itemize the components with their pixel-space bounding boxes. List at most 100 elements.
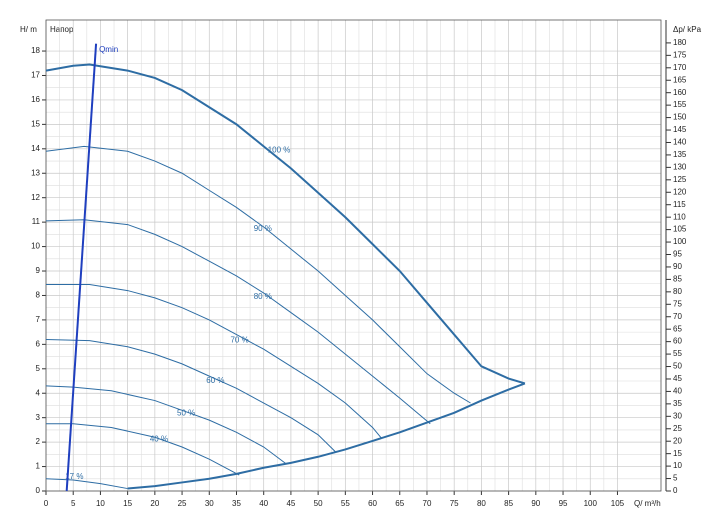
x-tick-label: 65 xyxy=(395,499,404,508)
y2-tick-label: 150 xyxy=(673,113,687,122)
y2-tick-label: 10 xyxy=(673,461,682,470)
y2-tick-label: 125 xyxy=(673,175,687,184)
x-tick-label: 35 xyxy=(232,499,241,508)
y2-tick-label: 165 xyxy=(673,75,687,84)
curve xyxy=(46,283,382,439)
y2-tick-label: 105 xyxy=(673,225,687,234)
curve xyxy=(45,338,336,453)
y-tick-label: 5 xyxy=(36,364,41,373)
x-tick-label: 105 xyxy=(611,499,625,508)
x-tick-label: 60 xyxy=(368,499,377,508)
x-tick-label: 0 xyxy=(44,499,49,508)
x-axis-label: Q/ m³/h xyxy=(634,499,661,508)
y-tick-label: 17 xyxy=(31,71,40,80)
x-tick-label: 75 xyxy=(450,499,459,508)
x-tick-label: 85 xyxy=(504,499,513,508)
y2-tick-label: 85 xyxy=(673,275,682,284)
y2-tick-label: 170 xyxy=(673,63,687,72)
y2-tick-label: 40 xyxy=(673,387,682,396)
curve xyxy=(65,43,98,492)
curve xyxy=(45,385,287,465)
curve-label: 40 % xyxy=(150,434,168,443)
x-tick-label: 50 xyxy=(314,499,323,508)
y-tick-label: 0 xyxy=(36,486,41,495)
x-tick-label: 45 xyxy=(286,499,295,508)
y2-tick-label: 175 xyxy=(673,50,687,59)
y-tick-label: 3 xyxy=(36,413,41,422)
y2-tick-label: 90 xyxy=(673,262,682,271)
curve xyxy=(46,423,240,476)
y2-tick-label: 30 xyxy=(673,411,682,420)
y2-tick-label: 160 xyxy=(673,88,687,97)
y2-tick-label: 45 xyxy=(673,374,682,383)
y2-tick-label: 95 xyxy=(673,250,682,259)
y2-tick-label: 75 xyxy=(673,299,682,308)
y-tick-label: 12 xyxy=(31,193,40,202)
y-tick-label: 10 xyxy=(31,242,40,251)
y2-tick-label: 70 xyxy=(673,312,682,321)
curve-label: Qmin xyxy=(99,45,118,54)
y-tick-label: 7 xyxy=(36,315,41,324)
y2-tick-label: 50 xyxy=(673,362,682,371)
y2-tick-label: 110 xyxy=(673,212,686,221)
plot-label: Напор xyxy=(50,25,74,34)
x-tick-label: 40 xyxy=(259,499,268,508)
y2-tick-label: 0 xyxy=(673,486,678,495)
y-tick-label: 13 xyxy=(31,168,40,177)
y-tick-label: 1 xyxy=(36,462,41,471)
x-tick-label: 70 xyxy=(423,499,432,508)
x-tick-label: 55 xyxy=(341,499,350,508)
x-tick-label: 15 xyxy=(123,499,132,508)
y2-tick-label: 25 xyxy=(673,424,682,433)
y2-tick-label: 20 xyxy=(673,436,682,445)
curve-label: 80 % xyxy=(254,292,272,301)
y2-tick-label: 180 xyxy=(673,38,687,47)
y2-tick-label: 100 xyxy=(673,237,687,246)
curve xyxy=(45,219,431,425)
curve xyxy=(45,478,128,490)
y2-tick-label: 115 xyxy=(673,200,686,209)
y-tick-label: 6 xyxy=(36,339,41,348)
x-tick-label: 80 xyxy=(477,499,486,508)
curve-label: 60 % xyxy=(206,376,224,385)
y2-tick-label: 15 xyxy=(673,449,682,458)
curve-label: 90 % xyxy=(254,224,272,233)
y-tick-label: 11 xyxy=(32,217,41,226)
curve-label: 70 % xyxy=(230,336,248,345)
x-tick-label: 95 xyxy=(559,499,568,508)
y2-tick-label: 155 xyxy=(673,100,687,109)
y-tick-label: 9 xyxy=(36,266,41,275)
y2-tick-label: 5 xyxy=(673,474,678,483)
x-tick-label: 5 xyxy=(71,499,76,508)
y2-tick-label: 65 xyxy=(673,324,682,333)
x-tick-label: 10 xyxy=(96,499,105,508)
y-tick-label: 15 xyxy=(31,119,40,128)
y2-tick-label: 130 xyxy=(673,162,687,171)
y2-tick-label: 60 xyxy=(673,337,682,346)
y2-tick-label: 135 xyxy=(673,150,687,159)
x-tick-label: 100 xyxy=(584,499,598,508)
y2-tick-label: 35 xyxy=(673,399,682,408)
y2-tick-label: 80 xyxy=(673,287,682,296)
x-tick-label: 30 xyxy=(205,499,214,508)
y-tick-label: 16 xyxy=(31,95,40,104)
x-tick-label: 20 xyxy=(150,499,159,508)
curve xyxy=(45,63,526,385)
y-tick-label: 8 xyxy=(36,291,41,300)
y2-tick-label: 145 xyxy=(673,125,687,134)
curve-label: 100 % xyxy=(268,145,291,154)
curve-label: 50 % xyxy=(177,408,195,417)
y2-tick-label: 120 xyxy=(673,187,687,196)
x-tick-label: 25 xyxy=(178,499,187,508)
y-tick-label: 4 xyxy=(36,388,41,397)
y2-axis-label: Δp/ kPa xyxy=(673,25,702,34)
y-tick-label: 14 xyxy=(31,144,40,153)
y-tick-label: 18 xyxy=(31,46,40,55)
plot-frame xyxy=(45,19,662,492)
y-tick-label: 2 xyxy=(36,437,41,446)
curve xyxy=(127,382,526,490)
y-axis-label: H/ m xyxy=(20,25,37,34)
curve-label: 17 % xyxy=(65,472,83,481)
